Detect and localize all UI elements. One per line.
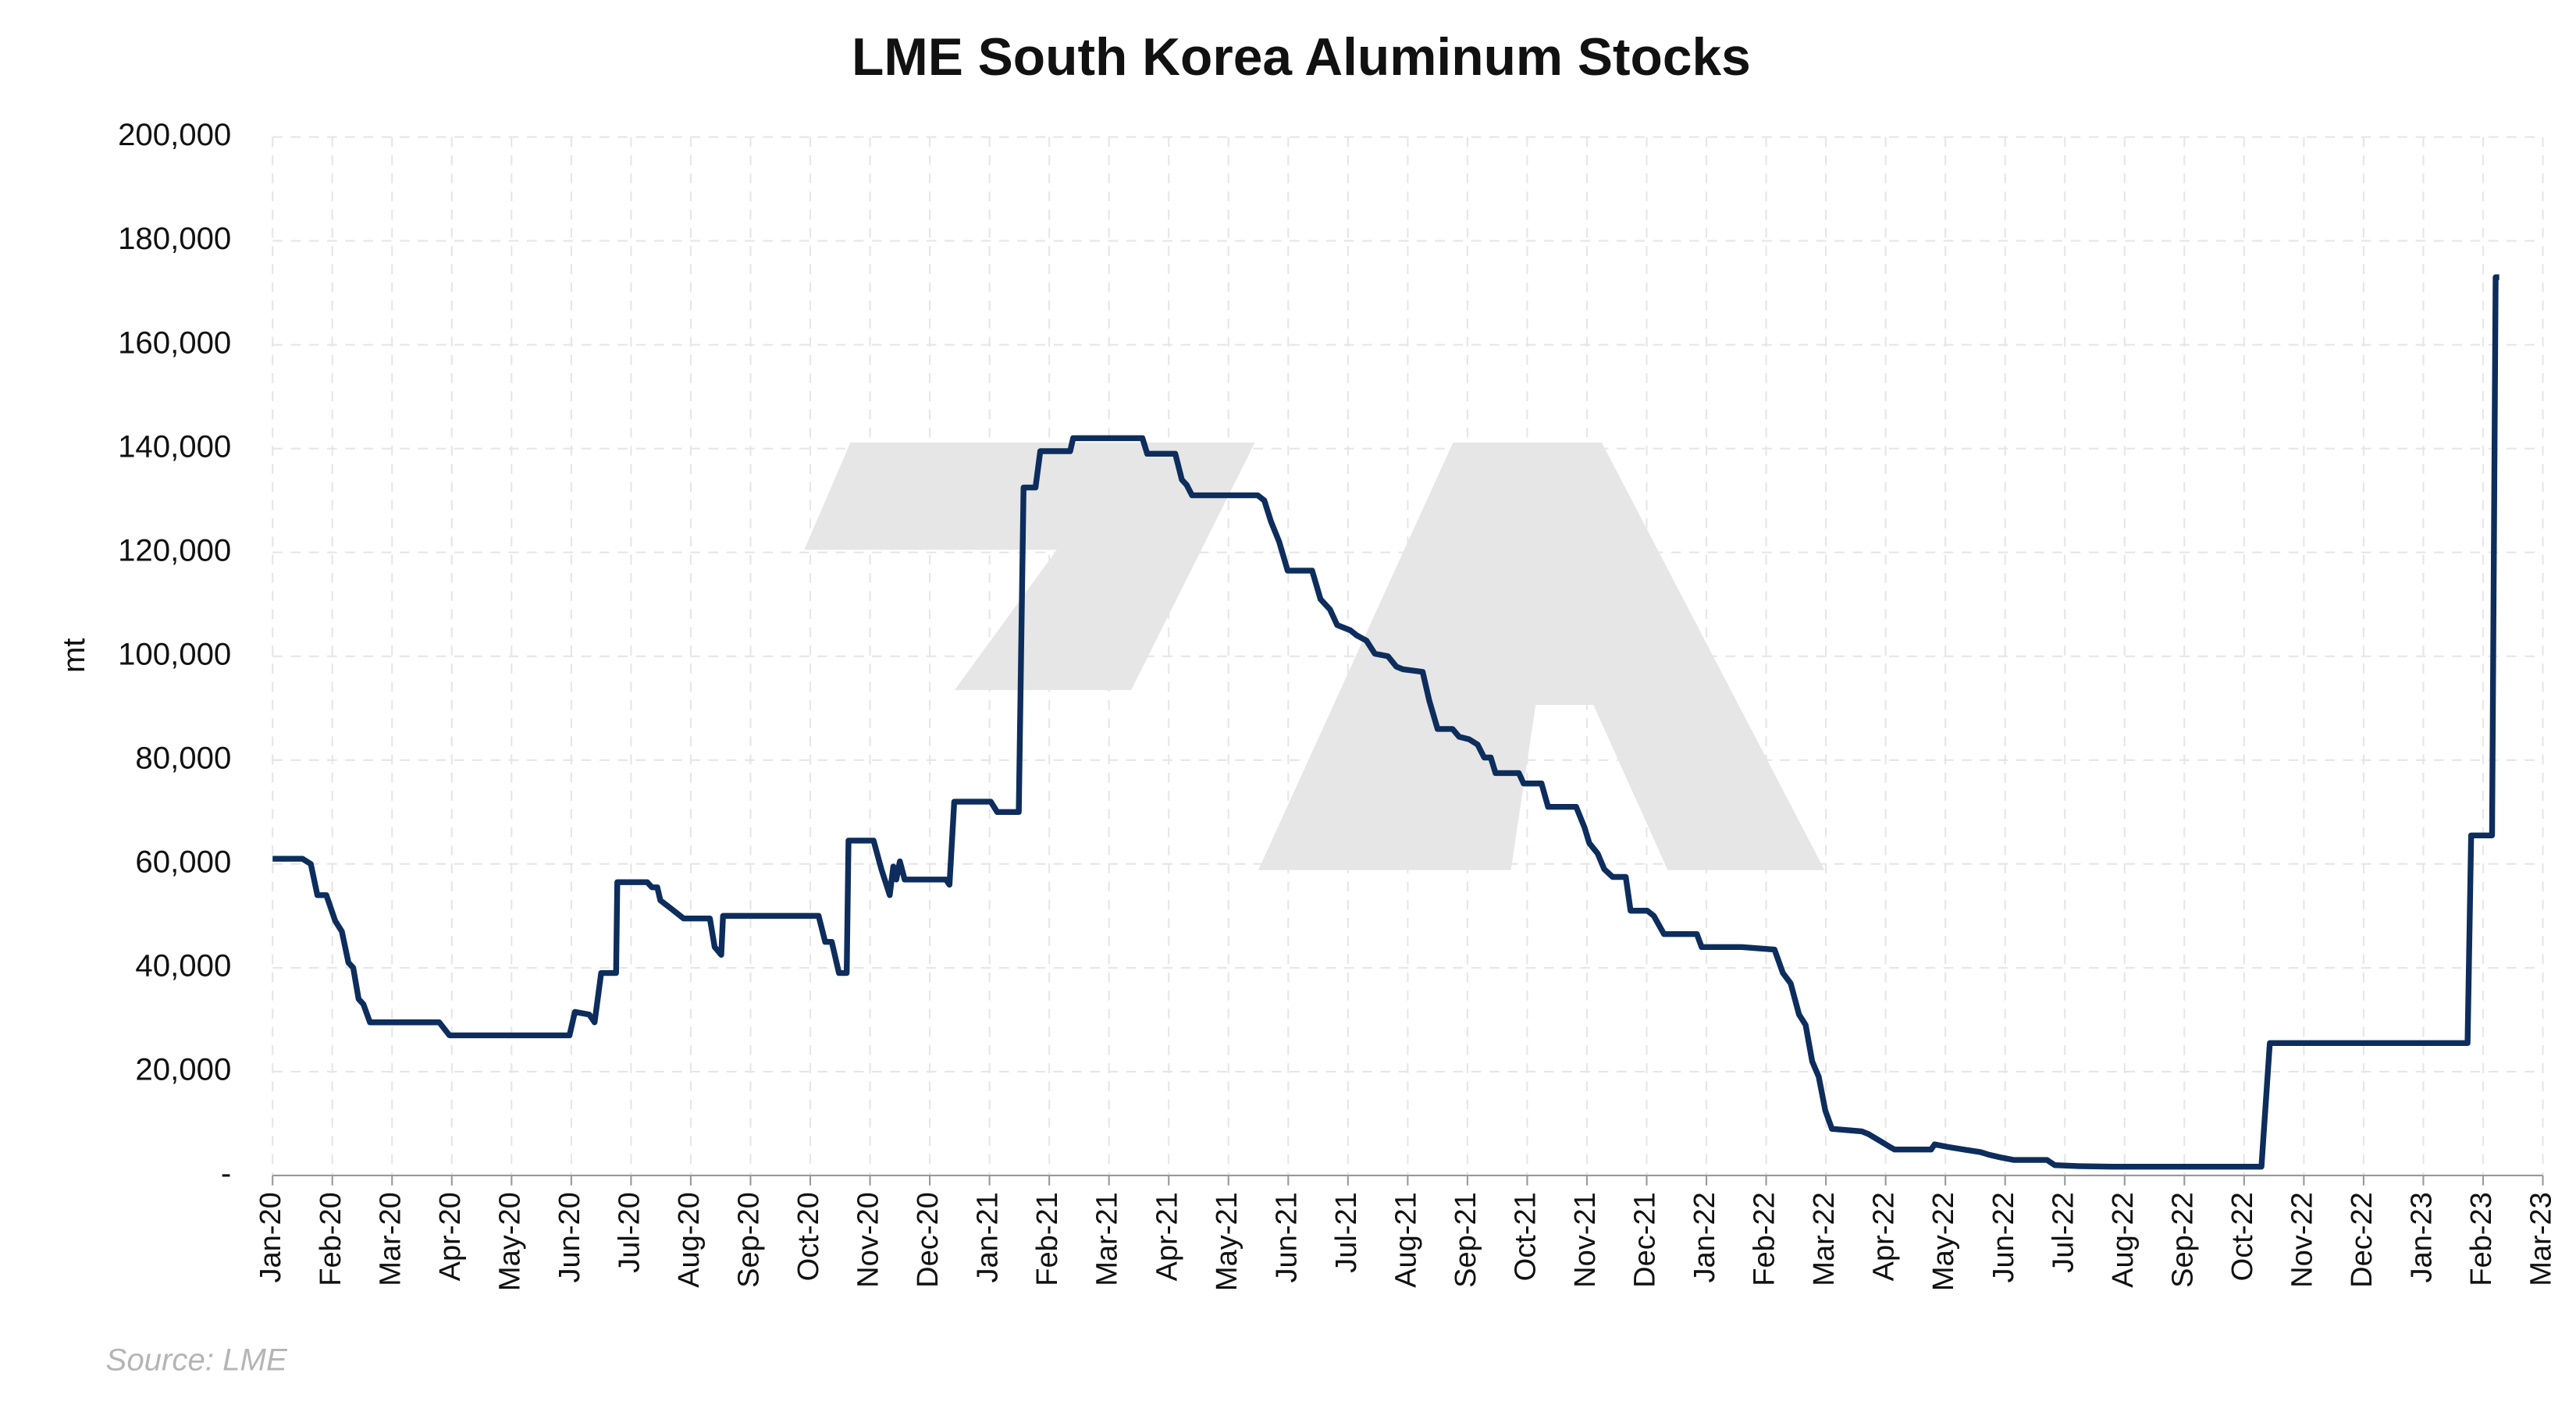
x-tick-label: Mar-20 xyxy=(374,1192,407,1286)
y-tick-label: 160,000 xyxy=(118,325,231,360)
x-tick-label: Mar-23 xyxy=(2525,1192,2558,1286)
y-tick-label: 180,000 xyxy=(118,221,231,256)
data-line xyxy=(272,274,2500,1170)
x-tick-label: Oct-20 xyxy=(792,1192,825,1281)
x-tick-label: Sep-22 xyxy=(2166,1192,2199,1288)
y-tick-label: 140,000 xyxy=(118,429,231,464)
x-tick-label: Apr-21 xyxy=(1151,1192,1183,1281)
y-tick-label: - xyxy=(221,1156,231,1191)
y-tick-label: 40,000 xyxy=(135,948,231,984)
y-tick-label: 60,000 xyxy=(135,844,231,879)
x-tick-label: Nov-20 xyxy=(852,1192,885,1288)
x-tick-label: Apr-20 xyxy=(434,1192,467,1281)
x-tick-label: Apr-22 xyxy=(1868,1192,1901,1281)
y-tick-label: 80,000 xyxy=(135,740,231,775)
x-tick-label: May-22 xyxy=(1927,1192,1960,1291)
watermark xyxy=(804,442,1825,870)
source-note: Source: LME xyxy=(106,1343,288,1378)
x-tick-label: Jun-20 xyxy=(553,1192,586,1282)
x-tick-label: Jun-21 xyxy=(1270,1192,1303,1282)
x-tick-label: Sep-20 xyxy=(733,1192,766,1288)
y-tick-label: 200,000 xyxy=(118,117,231,152)
x-tick-label: Jan-23 xyxy=(2406,1192,2439,1282)
x-tick-label: Sep-21 xyxy=(1450,1192,1482,1288)
x-tick-label: Oct-21 xyxy=(1509,1192,1542,1281)
x-tick-label: Nov-22 xyxy=(2286,1192,2318,1288)
grid xyxy=(272,136,2544,1177)
x-tick-label: Aug-20 xyxy=(673,1192,706,1288)
x-tick-label: Feb-21 xyxy=(1031,1192,1064,1286)
x-tick-label: May-20 xyxy=(493,1192,526,1291)
x-tick-label: Feb-23 xyxy=(2465,1192,2498,1286)
y-tick-label: 120,000 xyxy=(118,532,231,567)
x-tick-label: Feb-22 xyxy=(1749,1192,1781,1286)
x-tick-label: Feb-20 xyxy=(315,1192,347,1286)
x-tick-label: Mar-21 xyxy=(1091,1192,1124,1286)
x-tick-label: Jul-21 xyxy=(1330,1192,1363,1273)
x-tick-label: Nov-21 xyxy=(1569,1192,1602,1288)
x-tick-label: Oct-22 xyxy=(2226,1192,2259,1281)
x-tick-label: Mar-22 xyxy=(1808,1192,1841,1286)
y-axis-label: mt xyxy=(56,638,91,673)
x-tick-label: Dec-21 xyxy=(1629,1192,1662,1288)
x-tick-label: Jun-22 xyxy=(1987,1192,2020,1282)
x-tick-label: Jul-20 xyxy=(613,1192,646,1273)
x-tick-label: Dec-20 xyxy=(912,1192,945,1288)
x-tick-label: May-21 xyxy=(1211,1192,1244,1291)
x-tick-label: Aug-21 xyxy=(1389,1192,1422,1288)
x-tick-label: Jan-21 xyxy=(972,1192,1005,1282)
x-tick-label: Jul-22 xyxy=(2047,1192,2080,1273)
x-tick-label: Aug-22 xyxy=(2107,1192,2140,1288)
y-tick-label: 20,000 xyxy=(135,1052,231,1087)
x-tick-label: Jan-22 xyxy=(1688,1192,1721,1282)
chart-title: LME South Korea Aluminum Stocks xyxy=(852,28,1751,87)
y-tick-label: 100,000 xyxy=(118,636,231,671)
x-tick-label: Jan-20 xyxy=(254,1192,287,1282)
x-tick-label: Dec-22 xyxy=(2346,1192,2379,1288)
